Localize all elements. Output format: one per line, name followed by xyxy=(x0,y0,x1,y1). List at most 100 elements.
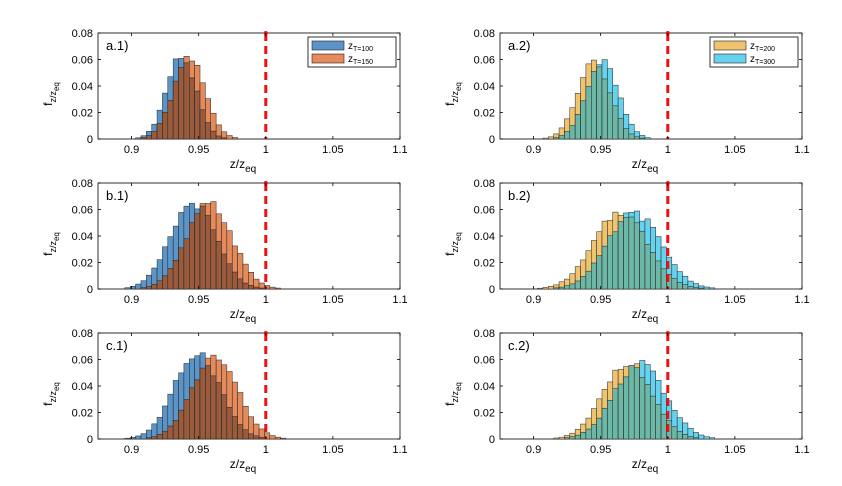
histogram-bar-overlap xyxy=(580,276,587,290)
histogram-bar-overlap xyxy=(607,92,613,140)
histogram-bar-overlap xyxy=(258,437,265,440)
histogram-bar-overlap xyxy=(585,270,592,290)
histogram-bar-overlap xyxy=(633,136,640,140)
histogram-bar-overlap xyxy=(617,383,624,440)
histogram-bar-overlap xyxy=(644,383,651,440)
y-tick-label: 0 xyxy=(489,284,495,296)
histogram-bar-overlap xyxy=(189,222,195,290)
histogram-bar xyxy=(226,135,233,140)
histogram-bar-overlap xyxy=(162,111,169,140)
histogram-bar-overlap xyxy=(183,62,190,140)
panel-label: b.1) xyxy=(106,188,128,203)
y-tick-label: 0 xyxy=(87,434,93,446)
x-tick-label: 0.95 xyxy=(590,144,611,156)
y-tick-label: 0.06 xyxy=(474,355,495,367)
y-tick-label: 0.04 xyxy=(72,231,93,243)
histogram-bar-overlap xyxy=(167,268,174,290)
histogram-panel: 0.9 0.95 1 1.05 1.1 0 0.02 0.04 0.06 0.08 c.1) z/ze… xyxy=(41,328,408,475)
y-tick-label: 0.02 xyxy=(72,408,93,420)
histogram-bar-overlap xyxy=(183,399,190,440)
histogram-bar-overlap xyxy=(596,255,603,290)
histogram-bar xyxy=(231,137,238,140)
histogram-bar-overlap xyxy=(682,434,689,440)
histogram-bar xyxy=(542,287,549,290)
y-axis-label: fz/zeq xyxy=(443,82,463,106)
x-tick-label: 0.9 xyxy=(526,294,541,306)
histogram-bar xyxy=(709,287,716,290)
histogram-panel: 0.9 0.95 1 1.05 1.1 0 0.02 0.04 0.06 0.08 b.2) z/ze… xyxy=(443,178,810,325)
histogram-bar-overlap xyxy=(231,416,238,440)
histogram-bar-overlap xyxy=(591,262,597,290)
histogram-bars xyxy=(537,210,716,290)
y-tick-label: 0.08 xyxy=(72,28,93,40)
histogram-bar-overlap xyxy=(612,388,619,440)
legend-entry: zT=150 xyxy=(348,54,373,66)
x-tick-label: 0.95 xyxy=(188,144,209,156)
histogram-bar-overlap xyxy=(612,231,619,290)
histogram-bar-overlap xyxy=(183,238,190,290)
histogram-bar-overlap xyxy=(205,122,211,140)
x-tick-label: 1.1 xyxy=(794,294,809,306)
histogram-bar-overlap xyxy=(676,431,683,440)
y-tick-label: 0.04 xyxy=(474,81,495,93)
x-tick-label: 0.95 xyxy=(590,294,611,306)
histogram-bar-overlap xyxy=(242,429,249,440)
histogram-bar-overlap xyxy=(574,114,581,140)
histogram-bar-overlap xyxy=(156,123,163,140)
x-tick-label: 1.05 xyxy=(724,444,745,456)
histogram-bar-overlap xyxy=(146,437,152,440)
histogram-bar-overlap xyxy=(601,407,608,440)
histogram-bar-overlap xyxy=(253,435,260,440)
y-tick-label: 0.04 xyxy=(474,381,495,393)
histogram-bar-overlap xyxy=(639,137,646,140)
histogram-bar-overlap xyxy=(248,433,254,440)
histogram-bar xyxy=(558,436,565,440)
histogram-bar xyxy=(129,437,136,440)
histogram-panel: 0.9 0.95 1 1.05 1.1 0 0.02 0.04 0.06 0.08 a.1) z/ze… xyxy=(41,28,408,175)
histogram-bar-overlap xyxy=(655,260,662,290)
histogram-bar-overlap xyxy=(558,286,565,290)
y-tick-label: 0.02 xyxy=(474,108,495,120)
histogram-bar-overlap xyxy=(585,428,592,440)
histogram-bar-overlap xyxy=(574,434,581,440)
x-tick-label: 1.05 xyxy=(724,294,745,306)
histogram-bar-overlap xyxy=(210,130,217,140)
x-axis-label: z/zeq xyxy=(230,457,256,475)
histogram-bar-overlap xyxy=(146,286,152,290)
histogram-bar-overlap xyxy=(189,77,195,140)
histogram-bar-overlap xyxy=(146,135,152,140)
histogram-bar xyxy=(698,434,705,440)
x-tick-label: 0.95 xyxy=(188,294,209,306)
histogram-panel: 0.9 0.95 1 1.05 1.1 0 0.02 0.04 0.06 0.08 c.2) z/ze… xyxy=(443,328,810,475)
histogram-bar-overlap xyxy=(617,118,624,140)
histogram-bar xyxy=(280,437,287,440)
histogram-bar-overlap xyxy=(205,215,211,290)
y-tick-label: 0.08 xyxy=(474,328,495,340)
histogram-bar-overlap xyxy=(194,90,201,140)
y-tick-label: 0.08 xyxy=(72,328,93,340)
histogram-bar-overlap xyxy=(178,409,185,440)
histogram-bar-overlap xyxy=(671,278,678,290)
x-tick-label: 1.1 xyxy=(392,444,407,456)
histogram-bar-overlap xyxy=(639,377,646,440)
y-tick-label: 0.02 xyxy=(474,408,495,420)
histogram-bar-overlap xyxy=(221,253,228,290)
histogram-bar-overlap xyxy=(596,417,603,440)
histogram-bar-overlap xyxy=(253,286,260,290)
histogram-bar-overlap xyxy=(237,424,244,440)
histogram-bar-overlap xyxy=(199,109,206,140)
x-axis-label: z/zeq xyxy=(632,457,658,475)
x-tick-label: 0.95 xyxy=(188,444,209,456)
y-tick-label: 0.02 xyxy=(474,258,495,270)
histogram-bar-overlap xyxy=(564,285,571,290)
histogram-bar-overlap xyxy=(194,213,201,290)
legend-swatch xyxy=(713,40,747,51)
histogram-bar-overlap xyxy=(633,222,640,290)
x-tick-label: 1.1 xyxy=(794,444,809,456)
y-tick-label: 0 xyxy=(489,134,495,146)
histogram-bar-overlap xyxy=(151,283,158,290)
histogram-bar xyxy=(703,286,710,290)
histogram-bar-overlap xyxy=(242,282,249,290)
